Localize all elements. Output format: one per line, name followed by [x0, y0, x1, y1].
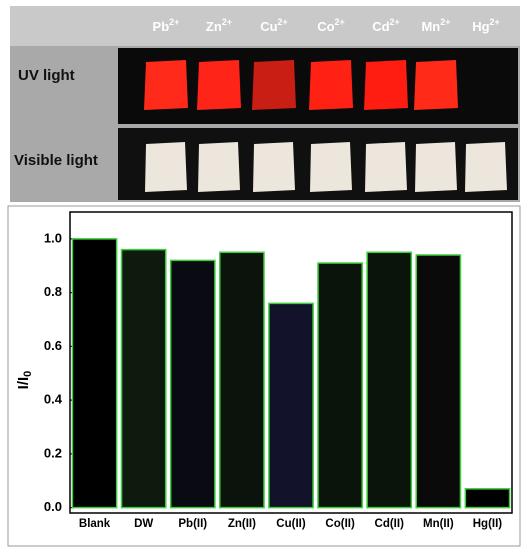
bar [366, 251, 413, 509]
y-tick-label: 0.8 [44, 284, 62, 299]
ion-symbol: Mn [421, 19, 440, 34]
ion-header: Zn2+ [206, 17, 232, 34]
ion-symbol: Hg [472, 19, 489, 34]
bar [415, 254, 462, 509]
x-tick-label: Hg(II) [473, 518, 503, 530]
ion-charge: 2+ [490, 17, 500, 27]
x-tick-label: Co(II) [325, 518, 355, 530]
ion-header: Cd2+ [372, 17, 400, 34]
ion-charge: 2+ [222, 17, 232, 27]
ion-charge: 2+ [390, 17, 400, 27]
ion-charge: 2+ [278, 17, 288, 27]
x-tick-label: DW [134, 518, 153, 530]
ion-symbol: Co [317, 19, 334, 34]
row-label: Visible light [14, 152, 98, 169]
uv-sample [414, 60, 458, 110]
ion-charge: 2+ [169, 17, 179, 27]
bar [71, 238, 118, 509]
visible-sample [310, 142, 352, 192]
bar [464, 488, 511, 509]
visible-sample [415, 142, 457, 192]
plot-frame [69, 211, 513, 514]
y-tick-label: 1.0 [44, 230, 62, 245]
uv-sample [144, 60, 188, 110]
uv-sample [309, 60, 353, 110]
ion-symbol: Zn [206, 19, 222, 34]
ion-symbol: Cd [372, 19, 389, 34]
bar [120, 248, 167, 509]
ion-symbol: Pb [153, 19, 170, 34]
bar [219, 251, 265, 509]
x-tick-label: Cu(II) [276, 518, 306, 530]
y-tick-label: 0.4 [44, 392, 63, 407]
x-tick-label: Cd(II) [375, 518, 405, 530]
visible-sample [253, 142, 295, 192]
visible-sample [465, 142, 507, 192]
ion-symbol: Cu [260, 19, 277, 34]
y-axis-label-main: I/I [15, 377, 32, 390]
row-label: UV light [18, 67, 75, 84]
visible-sample [198, 142, 240, 192]
x-tick-label: Zn(II) [228, 518, 256, 530]
uv-sample [252, 60, 296, 110]
ion-header: Mn2+ [421, 17, 450, 34]
y-axis-label-subscript: 0 [22, 371, 34, 377]
ion-header: Cu2+ [260, 17, 288, 34]
bar [169, 259, 216, 509]
y-axis-label: I/I0 [15, 371, 34, 390]
uv-sample [364, 60, 408, 110]
visible-sample [365, 142, 407, 192]
visible-sample [145, 142, 187, 192]
x-tick-label: Blank [79, 518, 111, 530]
x-tick-label: Pb(II) [178, 518, 207, 530]
bar [268, 302, 314, 509]
header-band [10, 6, 520, 46]
ion-header: Pb2+ [153, 17, 180, 34]
ion-charge: 2+ [335, 17, 345, 27]
uv-sample [197, 60, 241, 110]
ion-charge: 2+ [440, 17, 450, 27]
bar [317, 262, 363, 509]
ion-header: Hg2+ [472, 17, 500, 34]
x-tick-label: Mn(II) [423, 518, 454, 530]
y-tick-label: 0.6 [44, 338, 62, 353]
y-tick-label: 0.2 [44, 445, 62, 460]
y-tick-label: 0.0 [44, 499, 62, 514]
ion-header: Co2+ [317, 17, 345, 34]
